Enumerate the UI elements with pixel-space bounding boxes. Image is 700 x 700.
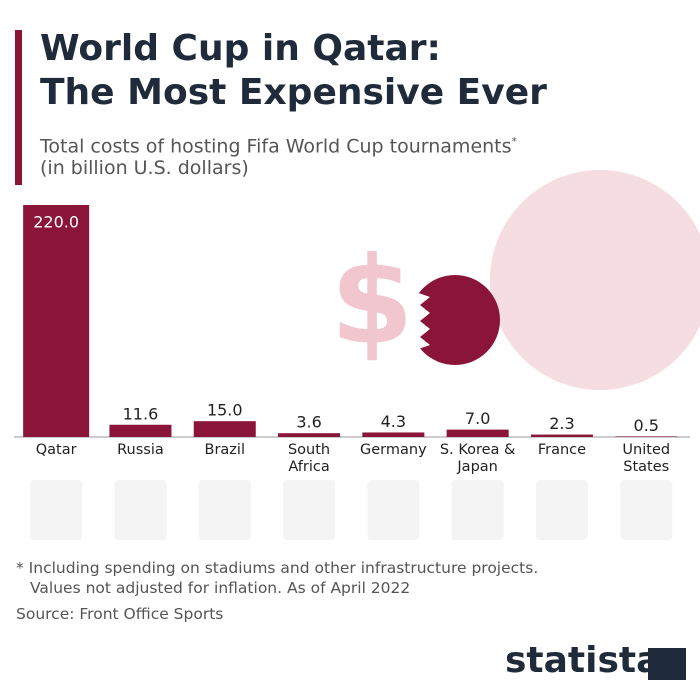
brand-logo [648, 648, 686, 680]
bar [109, 424, 172, 437]
logo-placeholder [283, 480, 336, 540]
logo-placeholder [535, 480, 588, 540]
logo-placeholder [30, 480, 83, 540]
bar [362, 432, 425, 437]
x-tick-label: Brazil [204, 442, 245, 458]
value-label: 3.6 [296, 413, 321, 432]
x-tick-label: Qatar [35, 442, 77, 458]
value-label: 7.0 [465, 409, 490, 428]
value-label: 2.3 [549, 414, 574, 433]
title: The Most Expensive Ever [40, 72, 547, 113]
x-tick-label: Russia [117, 442, 164, 458]
logo-placeholder [451, 480, 504, 540]
bar [278, 433, 341, 437]
logo-placeholder [198, 480, 251, 540]
logo-placeholder [620, 480, 673, 540]
bar [446, 429, 509, 437]
subtitle-marker: * [511, 135, 518, 148]
x-tick-label: South Africa [287, 442, 331, 475]
flag-serration [410, 290, 430, 352]
subtitle-text: Total costs of hosting Fifa World Cup to… [40, 135, 512, 158]
subtitle: (in billion U.S. dollars) [40, 157, 249, 179]
bar [530, 434, 593, 437]
source: Source: Front Office Sports [16, 605, 224, 623]
ball-decoration [490, 170, 700, 390]
flag-decoration [410, 275, 500, 365]
logo-placeholder [114, 480, 167, 540]
x-tick-label: United States [622, 442, 671, 475]
brand: statista [505, 640, 661, 681]
value-label: 15.0 [207, 401, 243, 420]
footnote: * Including spending on stadiums and oth… [16, 559, 539, 577]
value-label: 220.0 [33, 213, 79, 232]
subtitle: Total costs of hosting Fifa World Cup to… [40, 130, 517, 158]
accent-bar [15, 30, 22, 185]
x-tick-label: Germany [360, 442, 427, 458]
x-tick-label: France [537, 442, 587, 458]
logo-placeholder [367, 480, 420, 540]
value-label: 0.5 [634, 416, 659, 435]
dollar-decoration: $ [330, 233, 414, 372]
footnote: Values not adjusted for inflation. As of… [30, 579, 411, 597]
title: World Cup in Qatar: [40, 28, 441, 69]
bar [23, 205, 90, 437]
x-tick-label: S. Korea & Japan [439, 442, 516, 475]
bar [615, 436, 678, 437]
value-label: 4.3 [381, 412, 406, 431]
bar [193, 421, 256, 437]
value-label: 11.6 [123, 404, 159, 423]
